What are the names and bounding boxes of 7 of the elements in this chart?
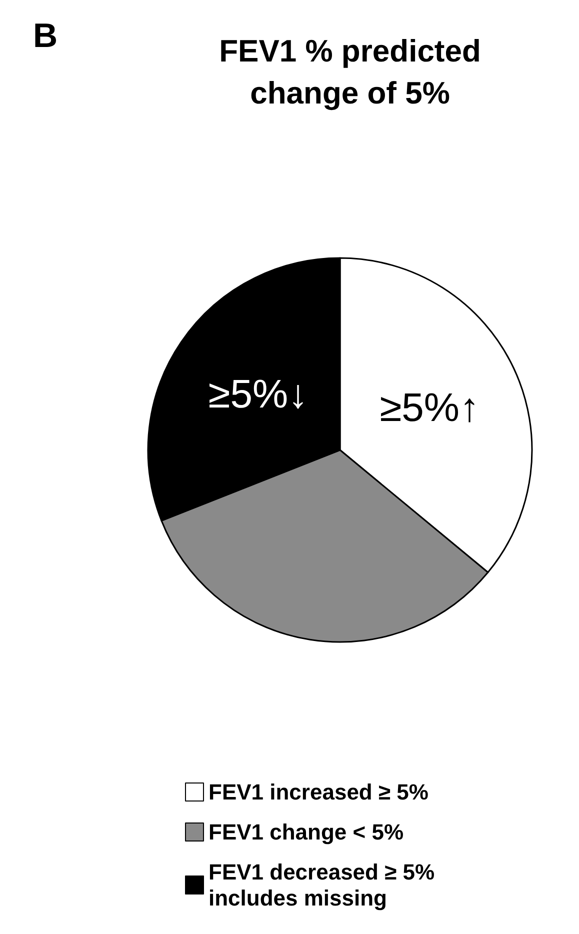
data-label: ≥5%↑ [380,386,480,430]
text: B [33,17,58,55]
legend-label: FEV1 decreased ≥ 5% includes missing [208,860,435,910]
legend-label: FEV1 change < 5% [208,820,404,844]
chart-title: FEV1 % predicted change of 5% [219,34,481,110]
data-label: ≥5%↓ [208,372,308,416]
legend-label: FEV1 increased ≥ 5% [208,780,428,804]
